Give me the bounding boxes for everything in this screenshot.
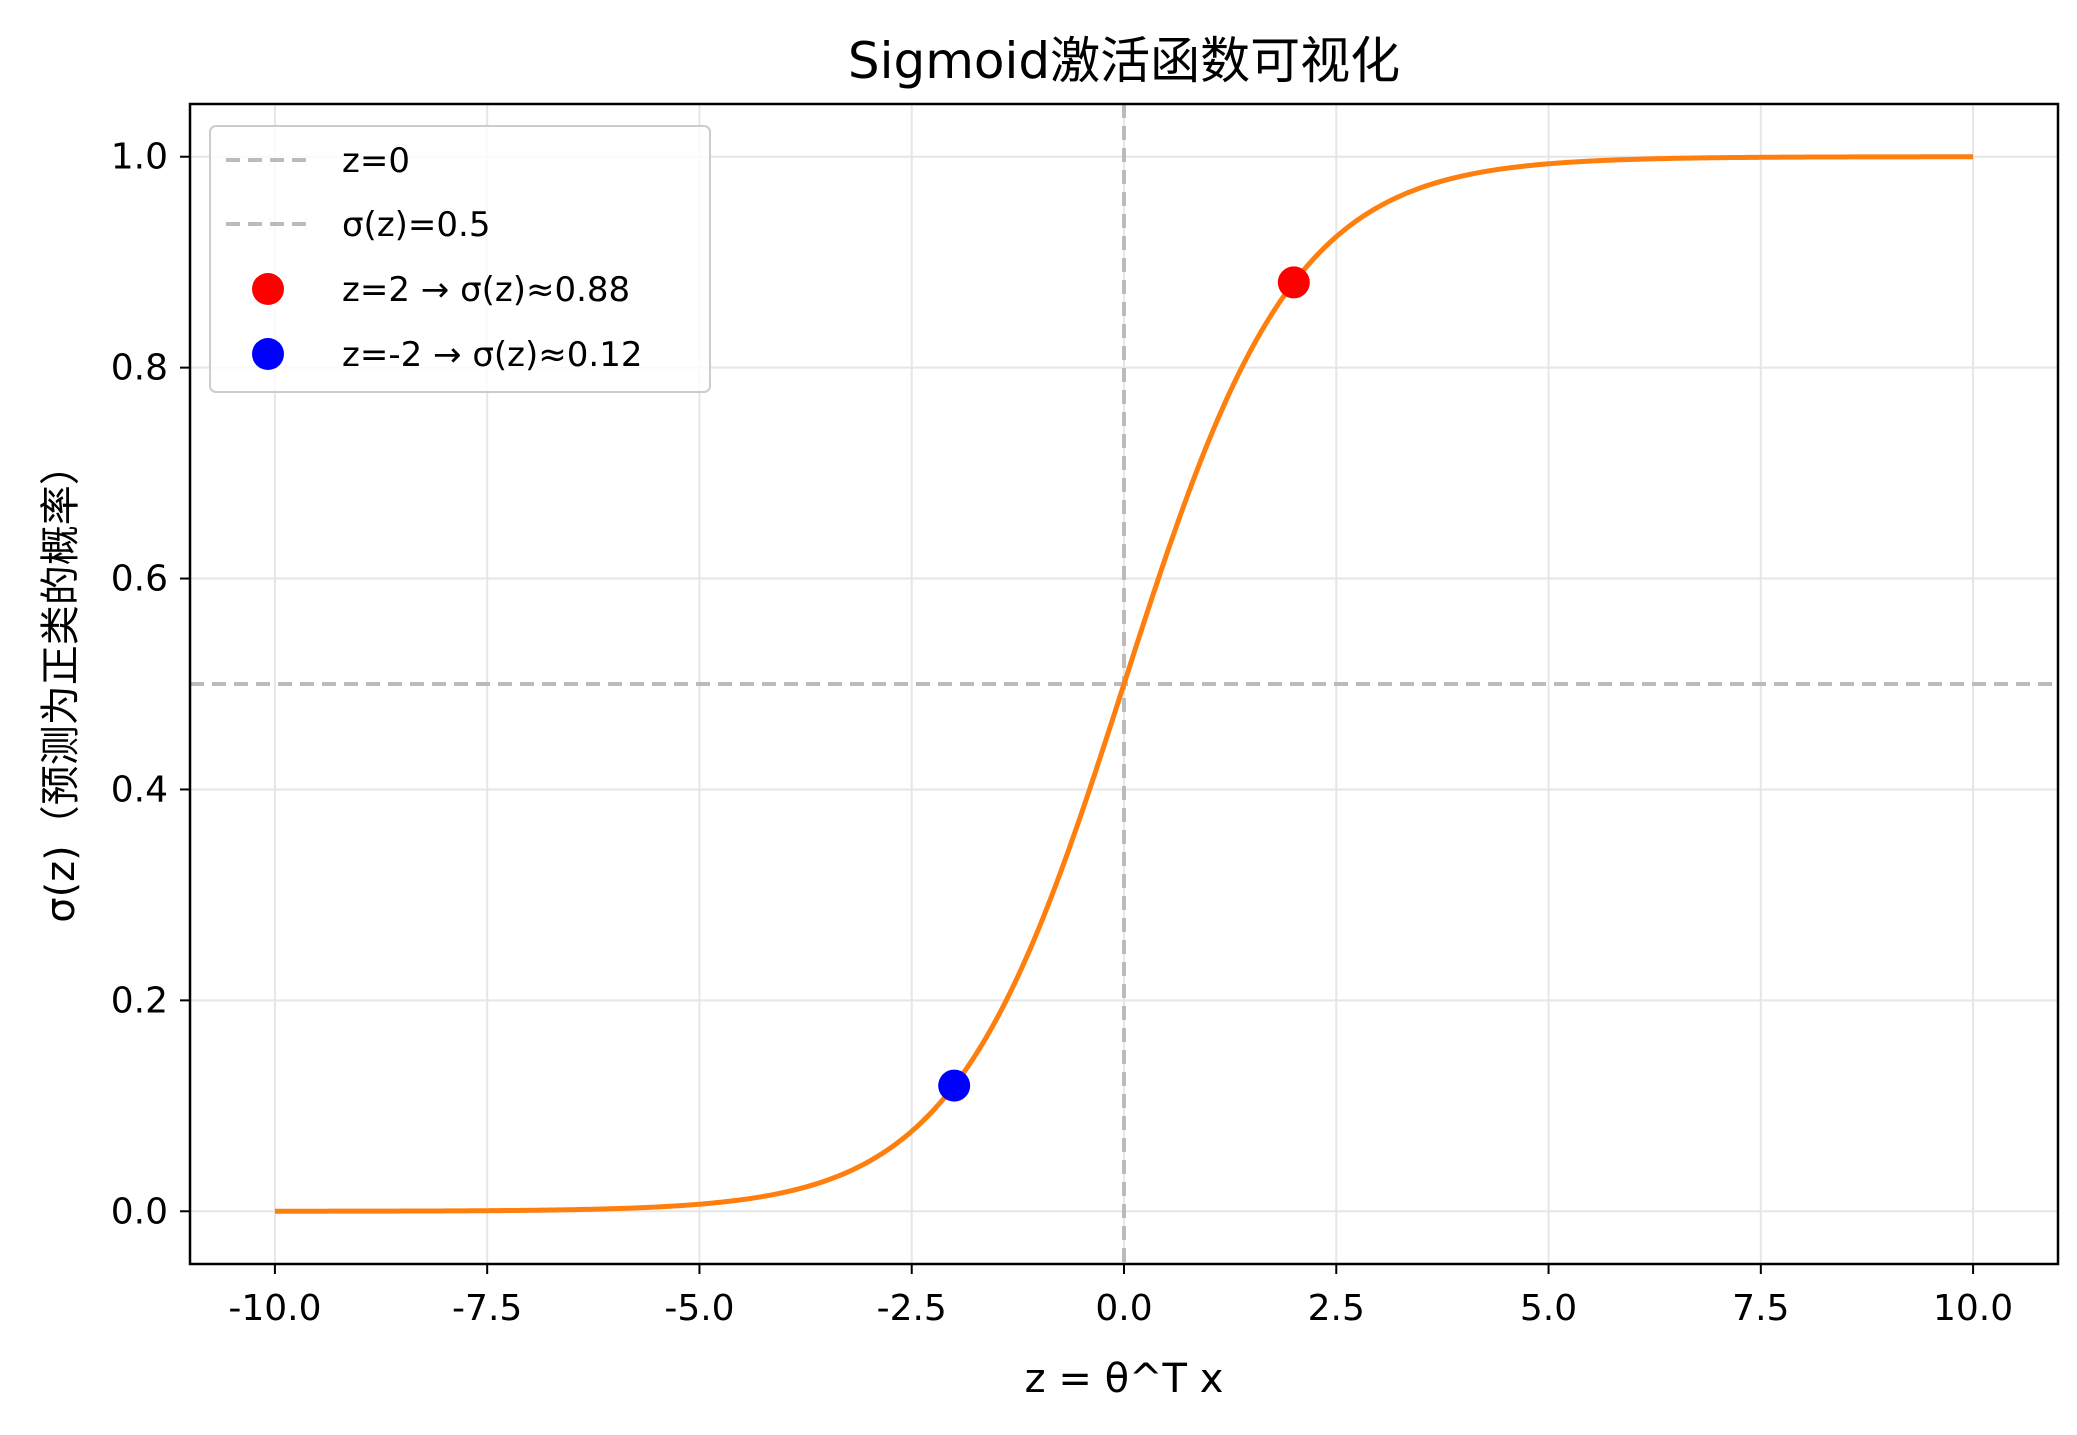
y-tick-label: 0.0 [111,1191,168,1232]
x-tick-label: 5.0 [1520,1288,1577,1329]
x-tick-label: -10.0 [228,1288,321,1329]
point-z-2 [1277,266,1310,299]
y-axis-title: σ(z)（预测为正类的概率） [38,445,84,923]
x-axis-ticks: -10.0 -7.5 -5.0 -2.5 0.0 2.5 5.0 7.5 10.0 [228,1264,2013,1329]
x-tick-label: 2.5 [1308,1288,1365,1329]
sigmoid-curve [274,154,1974,1214]
x-tick-label: -5.0 [664,1288,734,1329]
legend-box [209,125,711,393]
x-tick-label: -7.5 [452,1288,522,1329]
x-axis-title: z = θ^T x [1025,1356,1224,1402]
legend-marker-red-point [252,273,284,305]
legend-label-red-point: z=2 → σ(z)≈0.88 [342,270,630,310]
y-tick-label: 0.8 [111,348,168,389]
y-tick-label: 1.0 [111,137,168,178]
x-tick-label: 0.0 [1095,1288,1152,1329]
x-tick-label: 7.5 [1732,1288,1789,1329]
legend-label-blue-point: z=-2 → σ(z)≈0.12 [342,335,642,375]
points-layer [938,266,1310,1102]
x-tick-label: 10.0 [1933,1288,2013,1329]
legend: z=0 σ(z)=0.5 z=2 → σ(z)≈0.88 z=-2 → σ(z)… [209,125,711,393]
point-z-minus-2 [938,1069,971,1102]
y-tick-label: 0.4 [111,769,168,810]
y-tick-label: 0.2 [111,980,168,1021]
legend-label-horizontal-line: σ(z)=0.5 [342,205,490,245]
legend-label-vertical-line: z=0 [342,141,410,181]
chart-title: Sigmoid激活函数可视化 [848,32,1400,90]
series-layer [274,154,1974,1214]
x-tick-label: -2.5 [877,1288,947,1329]
y-axis-ticks: 0.0 0.2 0.4 0.6 0.8 1.0 [111,137,190,1232]
y-tick-label: 0.6 [111,559,168,600]
legend-marker-blue-point [252,338,284,370]
